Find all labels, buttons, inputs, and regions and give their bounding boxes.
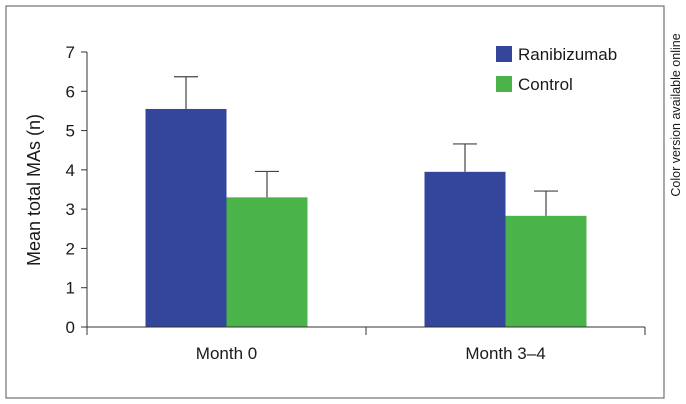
x-tick-label: Month 0	[196, 344, 257, 363]
legend-label-ranibizumab: Ranibizumab	[518, 45, 617, 64]
legend-swatch-ranibizumab	[496, 46, 512, 62]
y-tick-label: 2	[66, 239, 75, 258]
bar-ranibizumab-month-3-4	[424, 171, 506, 327]
y-tick-label: 5	[66, 122, 75, 141]
x-tick-label: Month 3–4	[465, 344, 545, 363]
bar-ranibizumab-month-0	[145, 108, 227, 327]
legend: Ranibizumab Control	[496, 45, 617, 94]
plot-border	[5, 5, 665, 399]
y-tick-label: 3	[66, 200, 75, 219]
y-tick-label: 6	[66, 82, 75, 101]
y-tick-label: 7	[66, 43, 75, 62]
bar-control-month-0	[226, 197, 308, 327]
legend-swatch-control	[496, 76, 512, 92]
y-ticks: 0 1 2 3 4 5 6 7	[66, 43, 87, 337]
bars-layer	[145, 108, 587, 327]
y-tick-label: 1	[66, 279, 75, 298]
y-tick-label: 0	[66, 318, 75, 337]
side-note: Color version available online	[669, 33, 683, 196]
bar-control-month-3-4	[505, 215, 587, 327]
x-ticks: Month 0 Month 3–4	[86, 327, 646, 363]
legend-label-control: Control	[518, 75, 573, 94]
y-tick-label: 4	[66, 161, 75, 180]
y-axis-label: Mean total MAs (n)	[24, 114, 44, 266]
error-bars-layer	[174, 76, 558, 216]
